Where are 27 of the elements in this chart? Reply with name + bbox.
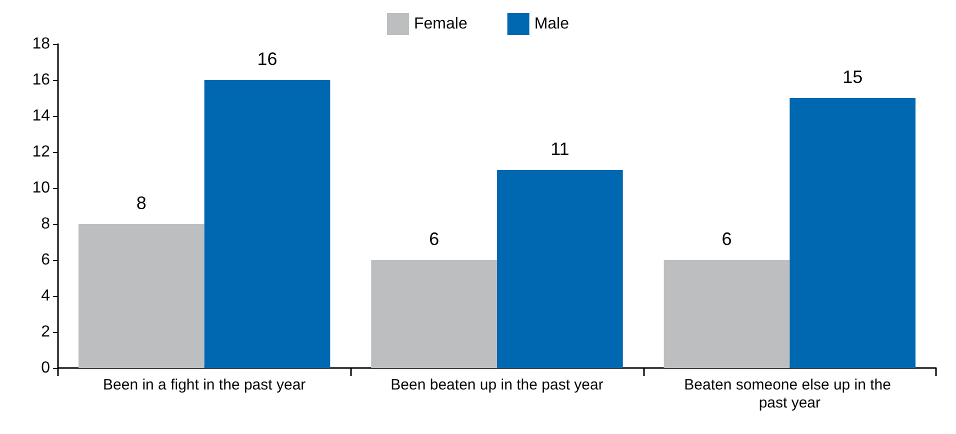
y-tick-label: 14 — [32, 108, 50, 124]
x-tick-label: Been beaten up in the past year — [390, 376, 604, 394]
bar — [204, 80, 330, 368]
bar — [790, 98, 916, 368]
x-tick-label: Been in a fight in the past year — [103, 376, 306, 394]
legend-label: Male — [534, 16, 570, 32]
data-label: 8 — [136, 193, 146, 213]
legend-label: Female — [414, 16, 468, 32]
bar — [78, 224, 204, 368]
bar — [664, 260, 790, 368]
y-tick-label: 12 — [32, 144, 50, 160]
y-tick-label: 10 — [32, 180, 50, 196]
y-tick-label: 4 — [41, 288, 50, 304]
y-tick-label: 18 — [32, 36, 50, 52]
y-tick-label: 16 — [32, 72, 50, 88]
data-label: 16 — [257, 49, 278, 69]
y-tick-label: 8 — [41, 216, 50, 232]
y-tick-label: 0 — [41, 360, 50, 376]
data-label: 15 — [842, 67, 863, 87]
data-label: 11 — [550, 139, 570, 159]
bar — [371, 260, 497, 368]
y-tick-label: 6 — [41, 252, 50, 268]
x-tick-label: Beaten someone else up in the past year — [684, 376, 896, 412]
data-label: 6 — [429, 229, 440, 249]
data-label: 6 — [722, 229, 732, 249]
y-tick-label: 2 — [41, 324, 50, 340]
bar — [497, 170, 623, 368]
